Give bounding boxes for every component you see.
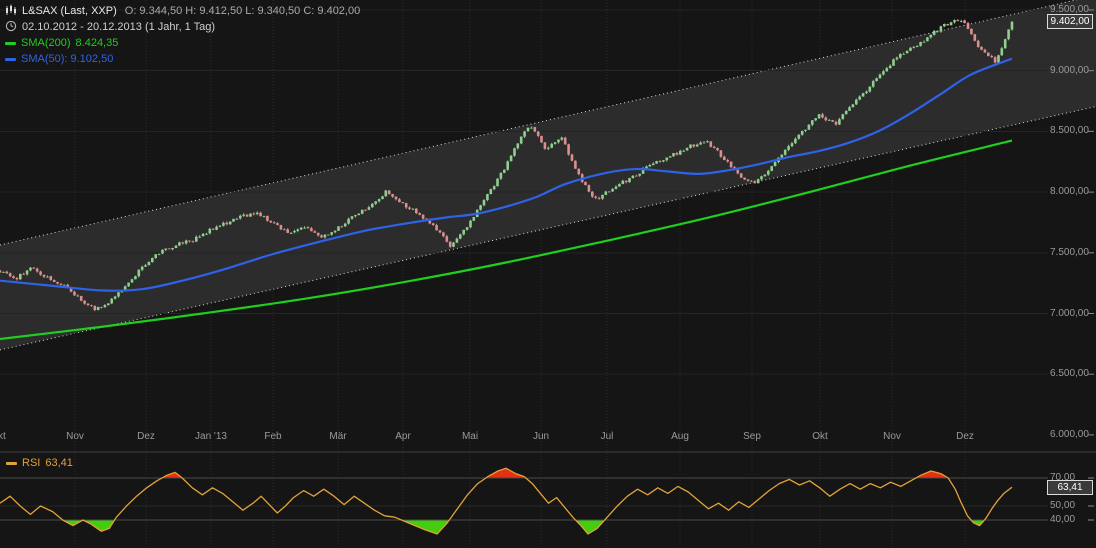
up-candle-bodies bbox=[2, 20, 1014, 310]
rsi-value-badge: 63,41 bbox=[1047, 479, 1093, 495]
rsi-swatch-icon bbox=[6, 461, 17, 465]
down-candle-bodies bbox=[0, 20, 997, 310]
rsi-label: RSI bbox=[22, 457, 41, 469]
date-range: 02.10.2012 - 20.12.2013 (1 Jahr, 1 Tag) bbox=[22, 21, 216, 33]
sma200-swatch-icon bbox=[5, 41, 16, 45]
rsi-legend: RSI 63,41 bbox=[6, 457, 73, 469]
regression-channel bbox=[0, 0, 1096, 351]
sma50-line bbox=[0, 57, 1013, 292]
last-price-badge: 9.402,00 bbox=[1047, 14, 1093, 30]
ohlc-values: O: 9.344,50 H: 9.412,50 L: 9.340,50 C: 9… bbox=[124, 5, 361, 17]
rsi-value: 63,41 bbox=[45, 457, 73, 469]
sma50-legend: SMA(50): 9.102,50 bbox=[5, 52, 360, 66]
axis-tick-marks bbox=[1088, 9, 1094, 521]
chart-legend: L&SAX (Last, XXP) O: 9.344,50 H: 9.412,5… bbox=[5, 4, 360, 66]
channel-fill bbox=[0, 0, 1096, 350]
sma200-label: SMA(200) bbox=[21, 37, 71, 49]
channel-top-line bbox=[0, 0, 1079, 246]
instrument-row: L&SAX (Last, XXP) O: 9.344,50 H: 9.412,5… bbox=[5, 4, 360, 18]
instrument-name: L&SAX (Last, XXP) bbox=[22, 5, 117, 17]
rsi-line bbox=[0, 467, 1013, 535]
sma50-label: SMA(50): 9.102,50 bbox=[21, 53, 114, 65]
date-range-row: 02.10.2012 - 20.12.2013 (1 Jahr, 1 Tag) bbox=[5, 20, 360, 34]
clock-icon bbox=[5, 20, 17, 35]
sma200-line bbox=[0, 139, 1013, 341]
candles-layer bbox=[0, 19, 1014, 312]
candlestick-icon bbox=[5, 4, 17, 19]
sma50-swatch-icon bbox=[5, 57, 16, 61]
sma200-legend: SMA(200) 8.424,35 bbox=[5, 36, 360, 50]
sma200-value: 8.424,35 bbox=[75, 37, 119, 49]
rsi-layer bbox=[0, 467, 1048, 535]
